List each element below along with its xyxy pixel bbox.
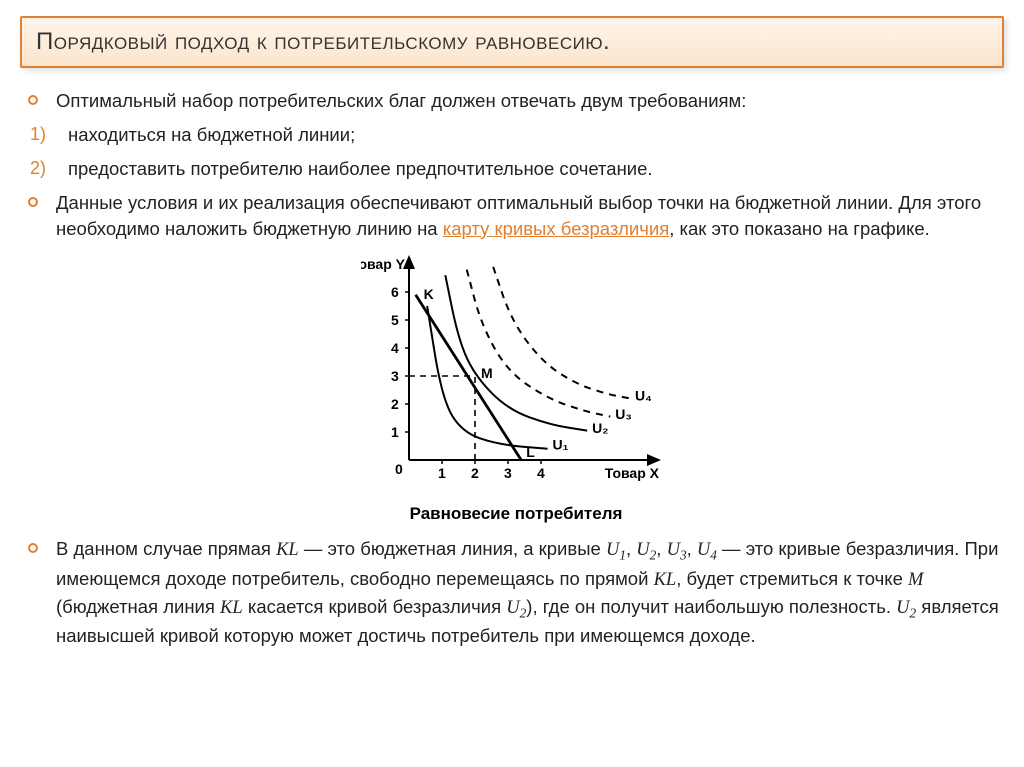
svg-text:1: 1 [391, 424, 399, 440]
svg-text:3: 3 [391, 368, 399, 384]
math-var: M [908, 570, 923, 590]
math-var: U2 [636, 540, 656, 560]
svg-text:Товар Y: Товар Y [361, 256, 406, 272]
list-number: 1) [28, 122, 48, 147]
text-run: , [687, 538, 697, 559]
svg-text:2: 2 [391, 396, 399, 412]
text-run: — это бюджетная линия, а кривые [299, 538, 606, 559]
svg-text:U₄: U₄ [635, 388, 652, 404]
list-text: находиться на бюджетной линии; [68, 122, 1004, 148]
svg-text:5: 5 [391, 312, 399, 328]
bullet-item: Оптимальный набор потребительских благ д… [28, 88, 1004, 114]
slide-header: Порядковый подход к потребительскому рав… [20, 16, 1004, 68]
numbered-item: 2) предоставить потребителю наиболее пре… [28, 156, 1004, 182]
bullet-icon [28, 197, 38, 207]
math-var: U4 [697, 540, 717, 560]
math-var: U1 [606, 540, 626, 560]
svg-text:1: 1 [438, 465, 446, 481]
text-run: (бюджетная линия [56, 596, 220, 617]
bullet-item: В данном случае прямая KL — это бюджетна… [28, 536, 1004, 648]
text-run: , как это показано на графике. [669, 218, 930, 239]
math-var: KL [654, 570, 677, 590]
math-var: U2 [506, 598, 526, 618]
svg-text:6: 6 [391, 284, 399, 300]
svg-text:U₂: U₂ [592, 420, 608, 436]
chart-container: 0 1 2 3 4 5 6 1 2 3 4 Товар Y Товар X U₁ U₂ U₃U₄ K L M Рав… [28, 255, 1004, 524]
math-var: U2 [896, 598, 916, 618]
math-var: U3 [667, 540, 687, 560]
bullet-item: Данные условия и их реализация обеспечив… [28, 190, 1004, 242]
svg-text:4: 4 [537, 465, 545, 481]
text-run: , будет стремиться к точке [676, 568, 908, 589]
bullet-text: Данные условия и их реализация обеспечив… [56, 190, 1004, 242]
slide-content: Оптимальный набор потребительских благ д… [20, 88, 1004, 649]
bullet-icon [28, 95, 38, 105]
svg-text:L: L [526, 444, 535, 460]
equilibrium-chart: 0 1 2 3 4 5 6 1 2 3 4 Товар Y Товар X U₁ U₂ U₃U₄ K L M [361, 255, 671, 495]
numbered-item: 1) находиться на бюджетной линии; [28, 122, 1004, 148]
text-run: , [626, 538, 636, 559]
text-run: , [656, 538, 666, 559]
svg-text:2: 2 [471, 465, 479, 481]
slide-title: Порядковый подход к потребительскому рав… [36, 28, 988, 56]
link-text[interactable]: карту кривых безразличия [443, 218, 670, 239]
svg-text:Товар X: Товар X [605, 465, 660, 481]
math-var: KL [276, 540, 299, 560]
svg-text:0: 0 [395, 461, 403, 477]
bullet-text: Оптимальный набор потребительских благ д… [56, 88, 1004, 114]
bullet-icon [28, 543, 38, 553]
text-run: касается кривой безразличия [243, 596, 507, 617]
chart-block: 0 1 2 3 4 5 6 1 2 3 4 Товар Y Товар X U₁ U₂ U₃U₄ K L M Рав… [361, 255, 671, 524]
svg-text:M: M [481, 365, 493, 381]
list-text: предоставить потребителю наиболее предпо… [68, 156, 1004, 182]
math-var: KL [220, 598, 243, 618]
svg-text:K: K [424, 286, 434, 302]
text-run: ), где он получит наибольшую полезность. [526, 596, 896, 617]
svg-text:3: 3 [504, 465, 512, 481]
svg-text:U₁: U₁ [553, 437, 569, 453]
paragraph-text: В данном случае прямая KL — это бюджетна… [56, 536, 1004, 648]
list-number: 2) [28, 156, 48, 181]
text-run: В данном случае прямая [56, 538, 276, 559]
svg-text:4: 4 [391, 340, 399, 356]
svg-text:U₃: U₃ [615, 406, 632, 422]
chart-caption: Равновесие потребителя [361, 504, 671, 524]
